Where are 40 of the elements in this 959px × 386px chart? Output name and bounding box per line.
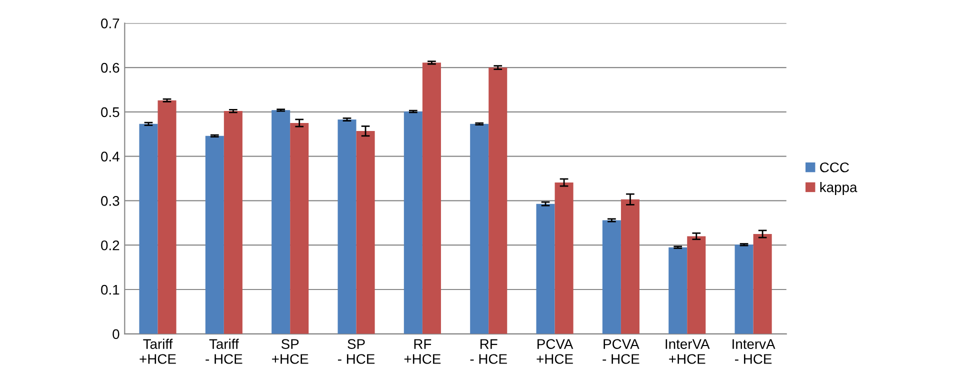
- bar: [139, 124, 158, 334]
- bar: [205, 136, 224, 334]
- x-tick-label: SP - HCE: [338, 339, 375, 364]
- bar: [404, 111, 422, 334]
- bar: [158, 100, 176, 334]
- bar: [470, 124, 489, 334]
- legend-label: kappa: [820, 182, 858, 195]
- x-tick-label: InterVA +HCE: [666, 339, 710, 364]
- bar: [356, 131, 375, 334]
- bar: [536, 204, 555, 334]
- y-tick-label: 0.1: [101, 284, 120, 295]
- bar: [620, 199, 640, 334]
- y-tick-label: 0: [112, 329, 120, 340]
- bar: [422, 62, 441, 334]
- x-tick-label: Tariff - HCE: [206, 338, 242, 364]
- x-tick-label: SP +HCE: [272, 339, 308, 364]
- bar: [338, 119, 356, 334]
- y-tick-label: 0.5: [101, 107, 120, 118]
- x-tick-label: RF - HCE: [470, 339, 507, 364]
- x-tick-label: IntervA - HCE: [732, 339, 776, 364]
- x-tick-label: Tariff +HCE: [140, 338, 176, 364]
- bar: [554, 182, 574, 334]
- y-tick-label: 0.3: [101, 196, 120, 206]
- bar: [272, 110, 290, 334]
- bar: [224, 111, 242, 334]
- y-tick-label: 0.4: [101, 152, 120, 162]
- y-tick-label: 0.7: [101, 18, 120, 28]
- bar: [753, 234, 772, 334]
- bar: [687, 236, 706, 334]
- y-tick-label: 0.6: [101, 62, 120, 73]
- x-tick-label: PCVA - HCE: [602, 339, 640, 364]
- bar: [290, 123, 309, 334]
- legend-label: CCC: [820, 162, 849, 172]
- bar: [602, 220, 621, 334]
- bar: [734, 244, 754, 334]
- y-tick-label: 0.2: [101, 240, 120, 250]
- bar: [488, 68, 508, 334]
- x-tick-label: RF +HCE: [404, 339, 441, 364]
- x-tick-label: PCVA +HCE: [536, 339, 574, 364]
- bar: [668, 247, 688, 334]
